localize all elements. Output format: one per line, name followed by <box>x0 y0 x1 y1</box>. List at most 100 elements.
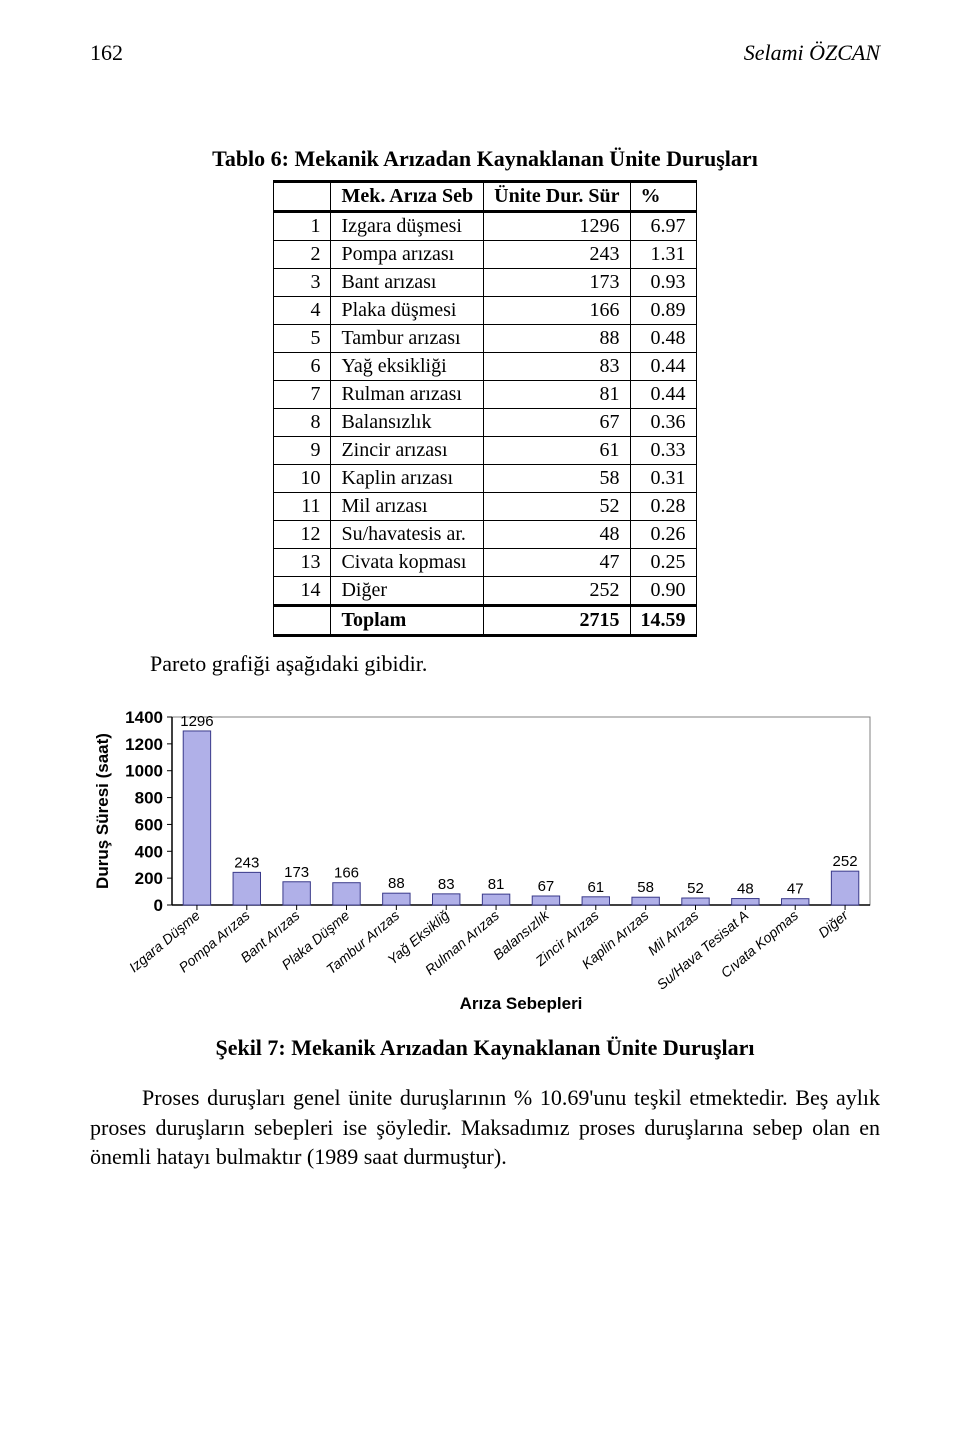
y-tick-label: 1000 <box>125 762 163 781</box>
table-row: 14Diğer2520.90 <box>274 577 696 606</box>
bar-value-label: 173 <box>284 864 309 881</box>
table-cell-idx: 11 <box>274 493 331 521</box>
bar <box>782 899 809 905</box>
bar-value-label: 67 <box>538 878 555 895</box>
table-cell-dur: 243 <box>484 241 630 269</box>
table-cell-pct: 0.26 <box>630 521 696 549</box>
bar <box>732 899 759 905</box>
table-cell-cause: Balansızlık <box>331 409 484 437</box>
table-cell-cause: Zincir arızası <box>331 437 484 465</box>
table-cell-cause: Kaplin arızası <box>331 465 484 493</box>
page-header: 162 Selami ÖZCAN <box>90 40 880 66</box>
table-cell-idx: 9 <box>274 437 331 465</box>
table-cell-idx: 12 <box>274 521 331 549</box>
y-tick-label: 200 <box>135 869 163 888</box>
table-cell-cause: Civata kopması <box>331 549 484 577</box>
bar-value-label: 58 <box>637 879 654 896</box>
table-cell-pct: 0.93 <box>630 269 696 297</box>
table-row: 11Mil arızası520.28 <box>274 493 696 521</box>
table-cell-cause: Izgara düşmesi <box>331 212 484 241</box>
table-row: 5Tambur arızası880.48 <box>274 325 696 353</box>
table-cell-pct: 0.28 <box>630 493 696 521</box>
table-row: 1Izgara düşmesi12966.97 <box>274 212 696 241</box>
page-number: 162 <box>90 40 123 66</box>
table-row: 13Civata kopması470.25 <box>274 549 696 577</box>
table-cell-dur: 48 <box>484 521 630 549</box>
table-cell-dur: 83 <box>484 353 630 381</box>
table-total-label: Toplam <box>331 606 484 636</box>
table-cell-pct: 0.90 <box>630 577 696 606</box>
table-cell-dur: 47 <box>484 549 630 577</box>
bar <box>433 894 460 905</box>
y-tick-label: 800 <box>135 789 163 808</box>
table-cell-dur: 61 <box>484 437 630 465</box>
pareto-note: Pareto grafiği aşağıdaki gibidir. <box>150 651 880 677</box>
table-cell-cause: Mil arızası <box>331 493 484 521</box>
table-title: Tablo 6: Mekanik Arızadan Kaynaklanan Ün… <box>90 146 880 172</box>
table-cell-dur: 88 <box>484 325 630 353</box>
body-paragraph: Proses duruşları genel ünite duruşlarını… <box>90 1083 880 1172</box>
bar-value-label: 47 <box>787 881 804 898</box>
bar-value-label: 166 <box>334 865 359 882</box>
table-row: 10Kaplin arızası580.31 <box>274 465 696 493</box>
table-cell-cause: Su/havatesis ar. <box>331 521 484 549</box>
table-cell-idx: 1 <box>274 212 331 241</box>
table-total-pct: 14.59 <box>630 606 696 636</box>
table-col-cause: Mek. Arıza Seb <box>331 182 484 212</box>
table-cell-pct: 0.25 <box>630 549 696 577</box>
bar <box>482 894 509 905</box>
table-cell-cause: Diğer <box>331 577 484 606</box>
table-cell-dur: 81 <box>484 381 630 409</box>
table-total-blank <box>274 606 331 636</box>
bar <box>183 731 210 905</box>
table-cell-dur: 173 <box>484 269 630 297</box>
bar-chart: Duruş Süresi (saat)020040060080010001200… <box>90 695 880 1015</box>
y-axis-title: Duruş Süresi (saat) <box>93 733 112 889</box>
table-cell-cause: Plaka düşmesi <box>331 297 484 325</box>
table-col-seq <box>274 182 331 212</box>
table-row: 6Yağ eksikliği830.44 <box>274 353 696 381</box>
bar-value-label: 88 <box>388 875 405 892</box>
table-header-row: Mek. Arıza Seb Ünite Dur. Sür % <box>274 182 696 212</box>
bar <box>682 898 709 905</box>
table-row: 8Balansızlık670.36 <box>274 409 696 437</box>
bar-value-label: 1296 <box>180 713 213 730</box>
table-cell-idx: 13 <box>274 549 331 577</box>
bar-value-label: 252 <box>833 853 858 870</box>
table-row: 4Plaka düşmesi1660.89 <box>274 297 696 325</box>
bar-value-label: 83 <box>438 876 455 893</box>
table-cell-cause: Bant arızası <box>331 269 484 297</box>
data-table: Mek. Arıza Seb Ünite Dur. Sür % 1Izgara … <box>273 180 696 637</box>
table-cell-pct: 0.89 <box>630 297 696 325</box>
page: 162 Selami ÖZCAN Tablo 6: Mekanik Arızad… <box>0 0 960 1432</box>
table-row: 3Bant arızası1730.93 <box>274 269 696 297</box>
table-cell-idx: 2 <box>274 241 331 269</box>
table-cell-dur: 1296 <box>484 212 630 241</box>
bar-value-label: 81 <box>488 876 505 893</box>
table-total-dur: 2715 <box>484 606 630 636</box>
y-tick-label: 1400 <box>125 708 163 727</box>
table-cell-idx: 5 <box>274 325 331 353</box>
bar-value-label: 243 <box>234 854 259 871</box>
table-cell-idx: 8 <box>274 409 331 437</box>
table-cell-cause: Rulman arızası <box>331 381 484 409</box>
table-row: 7Rulman arızası810.44 <box>274 381 696 409</box>
bar <box>333 883 360 905</box>
bar <box>283 882 310 905</box>
bar-value-label: 48 <box>737 881 754 898</box>
bar <box>233 872 260 905</box>
y-tick-label: 1200 <box>125 735 163 754</box>
chart-container: Duruş Süresi (saat)020040060080010001200… <box>90 695 880 1015</box>
bar <box>831 871 858 905</box>
y-tick-label: 400 <box>135 842 163 861</box>
table-col-pct: % <box>630 182 696 212</box>
table-cell-idx: 14 <box>274 577 331 606</box>
table-cell-cause: Pompa arızası <box>331 241 484 269</box>
table-cell-dur: 166 <box>484 297 630 325</box>
table-row: 12Su/havatesis ar.480.26 <box>274 521 696 549</box>
table-cell-idx: 10 <box>274 465 331 493</box>
table-cell-dur: 67 <box>484 409 630 437</box>
table-row: 2Pompa arızası2431.31 <box>274 241 696 269</box>
table-cell-cause: Yağ eksikliği <box>331 353 484 381</box>
table-cell-idx: 3 <box>274 269 331 297</box>
